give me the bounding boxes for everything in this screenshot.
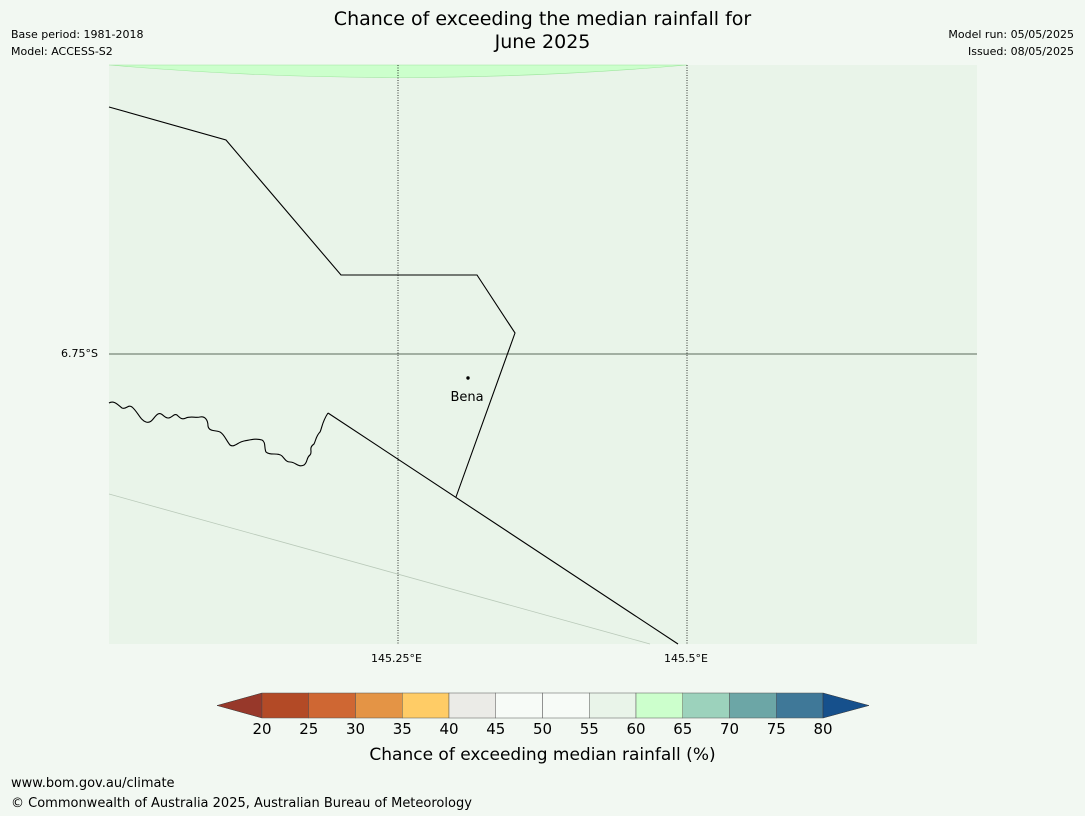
colorbar-tick-60: 60 [626, 720, 646, 738]
colorbar-bin-70-75 [729, 692, 777, 719]
top-rain-band [108, 64, 688, 78]
colorbar-bin-50-55 [542, 692, 590, 719]
model-name: Model: ACCESS-S2 [11, 45, 113, 58]
lon-label-145-25: 145.25°E [371, 652, 422, 665]
base-period: Base period: 1981-2018 [11, 28, 144, 41]
colorbar-over-arrow [822, 692, 870, 719]
meta-left: Base period: 1981-2018 Model: ACCESS-S2 [11, 26, 143, 60]
colorbar-bin-25-30 [308, 692, 356, 719]
footer-url[interactable]: www.bom.gov.au/climate [11, 776, 175, 791]
colorbar-tick-20: 20 [252, 720, 272, 738]
colorbar-bin-20-25 [261, 692, 309, 719]
colorbar-tick-70: 70 [719, 720, 740, 738]
colorbar-label: Chance of exceeding median rainfall (%) [369, 745, 716, 765]
colorbar-under-arrow [216, 692, 263, 719]
title-line-1: Chance of exceeding the median rainfall … [333, 8, 752, 30]
colorbar-tick-40: 40 [439, 720, 459, 738]
domain-edge-line [108, 493, 651, 645]
province-boundary-north [108, 106, 516, 498]
meta-right: Model run: 05/05/2025 Issued: 08/05/2025 [948, 26, 1074, 60]
colorbar-bin-45-50 [495, 692, 543, 719]
model-run: Model run: 05/05/2025 [948, 28, 1074, 41]
colorbar-tick-65: 65 [673, 720, 693, 738]
town-label: Bena [450, 390, 483, 405]
issued-date: Issued: 08/05/2025 [967, 45, 1074, 58]
colorbar-bin-30-35 [355, 692, 403, 719]
colorbar-bin-75-80 [776, 692, 824, 719]
map-title: Chance of exceeding the median rainfall … [0, 8, 1085, 54]
colorbar-bin-35-40 [402, 692, 450, 719]
colorbar-tick-75: 75 [766, 720, 786, 738]
lon-label-145-5: 145.5°E [664, 652, 708, 665]
colorbar-tick-80: 80 [813, 720, 833, 738]
colorbar-tick-45: 45 [486, 720, 506, 738]
lat-label: 6.75°S [61, 347, 98, 360]
colorbar-bin-40-45 [448, 692, 496, 719]
colorbar-bin-65-70 [682, 692, 730, 719]
river-boundary [108, 401, 329, 467]
colorbar-bin-60-65 [635, 692, 683, 719]
town-marker [466, 376, 470, 380]
footer-copyright: © Commonwealth of Australia 2025, Austra… [11, 796, 472, 811]
colorbar-tick-25: 25 [299, 720, 319, 738]
colorbar-tick-50: 50 [532, 720, 553, 738]
province-boundary-south [327, 412, 679, 645]
colorbar-tick-30: 30 [345, 720, 366, 738]
colorbar-tick-55: 55 [579, 720, 599, 738]
colorbar [216, 692, 870, 719]
colorbar-bin-55-60 [589, 692, 637, 719]
title-line-2: June 2025 [494, 31, 591, 53]
colorbar-tick-35: 35 [392, 720, 412, 738]
